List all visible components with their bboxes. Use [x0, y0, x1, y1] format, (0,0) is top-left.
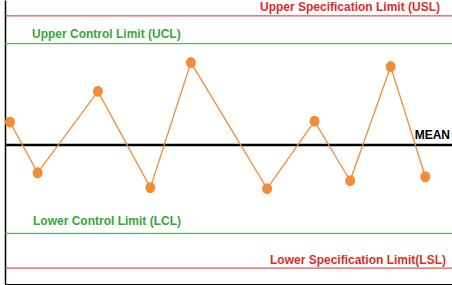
- data-line: [10, 63, 425, 189]
- reference-line: [5, 144, 452, 147]
- data-point: [345, 175, 355, 186]
- y-axis: [5, 1, 6, 285]
- data-point: [310, 116, 320, 127]
- reference-label: Lower Specification Limit(LSL): [270, 253, 446, 267]
- reference-line: [5, 15, 452, 16]
- data-point: [262, 183, 272, 194]
- reference-label: Upper Specification Limit (USL): [260, 0, 440, 14]
- data-point: [420, 171, 430, 182]
- data-point: [386, 61, 396, 72]
- reference-label: MEAN: [415, 128, 450, 142]
- reference-line: [5, 268, 452, 269]
- data-point: [145, 182, 155, 193]
- data-point: [5, 117, 15, 128]
- y-axis-line: [5, 1, 7, 285]
- reference-label: Lower Control Limit (LCL): [33, 214, 181, 228]
- x-axis-line: [6, 284, 452, 285]
- data-point: [33, 167, 43, 178]
- data-point: [186, 57, 196, 68]
- plot-area: [5, 16, 452, 268]
- reference-line: [5, 43, 452, 44]
- x-axis: [6, 284, 452, 285]
- labels: Upper Specification Limit (USL) Upper Con…: [32, 0, 450, 267]
- reference-line: [5, 233, 452, 234]
- data-point: [93, 86, 103, 97]
- chart: Upper Specification Limit (USL) Upper Con…: [0, 0, 452, 285]
- reference-label: Upper Control Limit (UCL): [32, 27, 181, 41]
